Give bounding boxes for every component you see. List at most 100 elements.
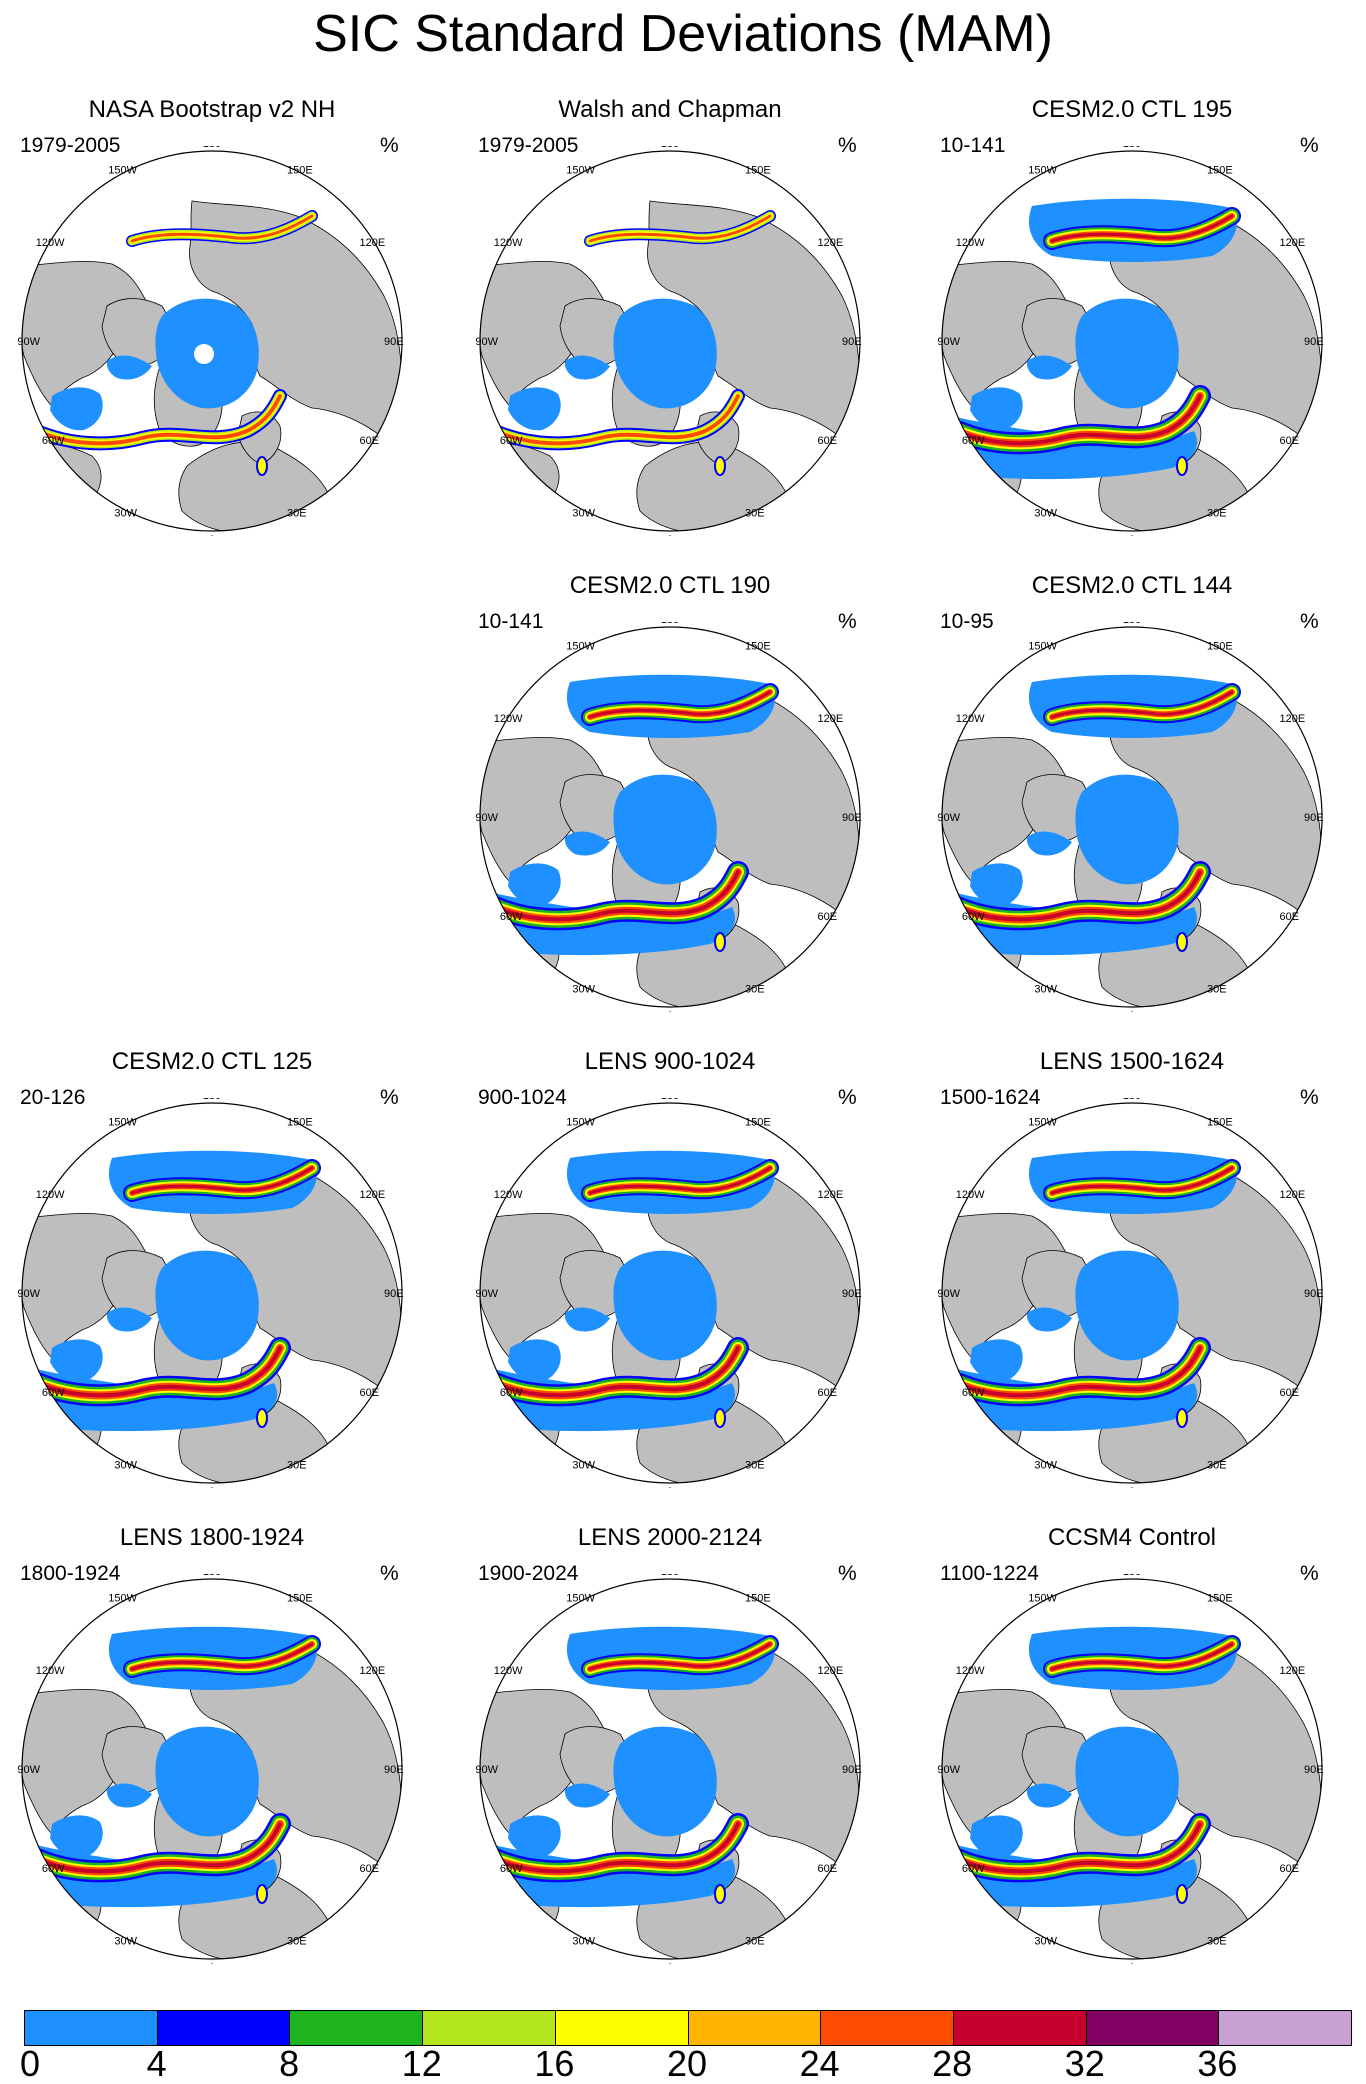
panel-years: 20-126 <box>20 1086 86 1109</box>
longitude-label: 30W <box>1034 1935 1057 1947</box>
longitude-label: 30W <box>1034 1459 1057 1471</box>
longitude-label: 120W <box>494 1665 523 1677</box>
colorbar-swatch <box>688 2011 822 2045</box>
longitude-label: 150E <box>1207 1117 1233 1129</box>
archipelago-ice <box>564 355 610 380</box>
baltic-ice-spot <box>714 1408 726 1428</box>
land-mass <box>22 261 153 407</box>
land-mass <box>480 1213 611 1359</box>
longitude-label: 120W <box>956 237 985 249</box>
map-panel: LENS 900-1024 900-1024% 180 150E 120E 90E 60E 3… <box>470 1048 870 1488</box>
map-panel: CESM2.0 CTL 195 10-141% 180 150E 120E 90E 60E 3… <box>932 96 1332 536</box>
longitude-label: 60W <box>962 1387 985 1399</box>
longitude-label: 180 <box>661 622 679 626</box>
longitude-label: 150E <box>745 1593 771 1605</box>
longitude-label: 60W <box>500 1863 523 1875</box>
baltic-ice-spot <box>1176 456 1188 476</box>
colorbar-tick-label: 16 <box>534 2043 575 2084</box>
longitude-label: 150E <box>287 1593 313 1605</box>
longitude-label: 120E <box>1279 1189 1305 1201</box>
longitude-label: 90W <box>937 812 960 824</box>
arctic-ice-region <box>155 1250 259 1361</box>
longitude-label: 120W <box>494 713 523 725</box>
longitude-label: 90W <box>475 1288 498 1300</box>
longitude-label: 90E <box>842 812 862 824</box>
panel-unit: % <box>838 1086 857 1109</box>
longitude-label: 60E <box>359 1387 379 1399</box>
variability-band <box>1050 690 1234 719</box>
map-panel: LENS 1500-1624 1500-1624% 180 150E 120E 90E 60… <box>932 1048 1332 1488</box>
panel-years: 1979-2005 <box>478 134 579 157</box>
archipelago-ice <box>1026 831 1072 856</box>
longitude-label: 90E <box>1304 1764 1324 1776</box>
panel-unit: % <box>838 1562 857 1585</box>
hudson-bay-ice <box>970 1815 1023 1859</box>
variability-band <box>955 394 1202 446</box>
map-boundary <box>479 1578 861 1960</box>
longitude-label: 120W <box>494 237 523 249</box>
longitude-label: 150W <box>108 1117 137 1129</box>
variability-band <box>588 1166 772 1195</box>
map-boundary <box>479 1102 861 1484</box>
archipelago-ice <box>564 1307 610 1332</box>
atlantic-ice-margin <box>490 1844 736 1908</box>
longitude-label: 30W <box>114 507 137 519</box>
map-boundary <box>941 150 1323 532</box>
longitude-label: 120W <box>36 237 65 249</box>
longitude-label: 60W <box>42 1863 65 1875</box>
figure-title: SIC Standard Deviations (MAM) <box>313 5 1053 63</box>
panel-unit: % <box>1300 610 1319 633</box>
land-mass <box>647 676 860 923</box>
longitude-label: 90E <box>1304 336 1324 348</box>
longitude-label: 30W <box>1034 983 1057 995</box>
arctic-ice-region <box>613 1250 717 1361</box>
polar-stereographic-map: 180 150E 120E 90E 60E 30E 0 30W 60W 90W 120W 150W <box>475 146 861 536</box>
panel-unit: % <box>838 134 857 157</box>
hudson-bay-ice <box>508 1815 561 1859</box>
land-mass <box>942 1213 1073 1359</box>
longitude-label: 150W <box>1028 641 1057 653</box>
longitude-label: 90E <box>1304 1288 1324 1300</box>
longitude-label: 150E <box>745 641 771 653</box>
colorbar <box>24 2010 1352 2046</box>
longitude-label: 30E <box>287 1459 307 1471</box>
longitude-label: 60E <box>359 1863 379 1875</box>
hudson-bay-ice <box>508 387 561 431</box>
longitude-label: 150W <box>108 165 137 177</box>
atlantic-ice-margin <box>490 1368 736 1432</box>
panel-unit: % <box>838 610 857 633</box>
longitude-label: 0 <box>1129 1486 1135 1488</box>
longitude-label: 30E <box>745 1935 765 1947</box>
baltic-ice-spot <box>1176 1408 1188 1428</box>
variability-band <box>35 1822 282 1874</box>
colorbar-tick-label: 36 <box>1197 2043 1238 2084</box>
longitude-label: 60E <box>359 435 379 447</box>
pole-hole <box>194 344 214 364</box>
land-mass <box>942 261 1073 407</box>
panel-title: NASA Bootstrap v2 NH <box>88 96 336 123</box>
arctic-ice-region <box>1075 298 1179 409</box>
longitude-label: 90W <box>937 1288 960 1300</box>
land-mass <box>22 1689 153 1835</box>
colorbar-swatch <box>1086 2011 1220 2045</box>
polar-stereographic-map: 180 150E 120E 90E 60E 30E 0 30W 60W 90W 120W 150W <box>17 1574 403 1964</box>
longitude-label: 150E <box>745 1117 771 1129</box>
longitude-label: 180 <box>661 1098 679 1102</box>
longitude-label: 150W <box>566 165 595 177</box>
baltic-ice-spot <box>714 1884 726 1904</box>
longitude-label: 30E <box>287 507 307 519</box>
longitude-label: 120E <box>817 1189 843 1201</box>
longitude-label: 30E <box>745 1459 765 1471</box>
longitude-label: 90W <box>475 1764 498 1776</box>
colorbar-tick-label: 12 <box>401 2043 442 2084</box>
map-boundary <box>21 1102 403 1484</box>
panel-years: 900-1024 <box>478 1086 567 1109</box>
land-mass <box>480 261 611 407</box>
polar-stereographic-map: 180 150E 120E 90E 60E 30E 0 30W 60W 90W 120W 150W <box>937 146 1324 536</box>
longitude-label: 30W <box>572 507 595 519</box>
colorbar-swatch <box>555 2011 689 2045</box>
longitude-label: 0 <box>1129 534 1135 536</box>
longitude-label: 150E <box>745 165 771 177</box>
variability-band <box>130 1166 314 1195</box>
panel-title: CESM2.0 CTL 190 <box>569 572 771 599</box>
